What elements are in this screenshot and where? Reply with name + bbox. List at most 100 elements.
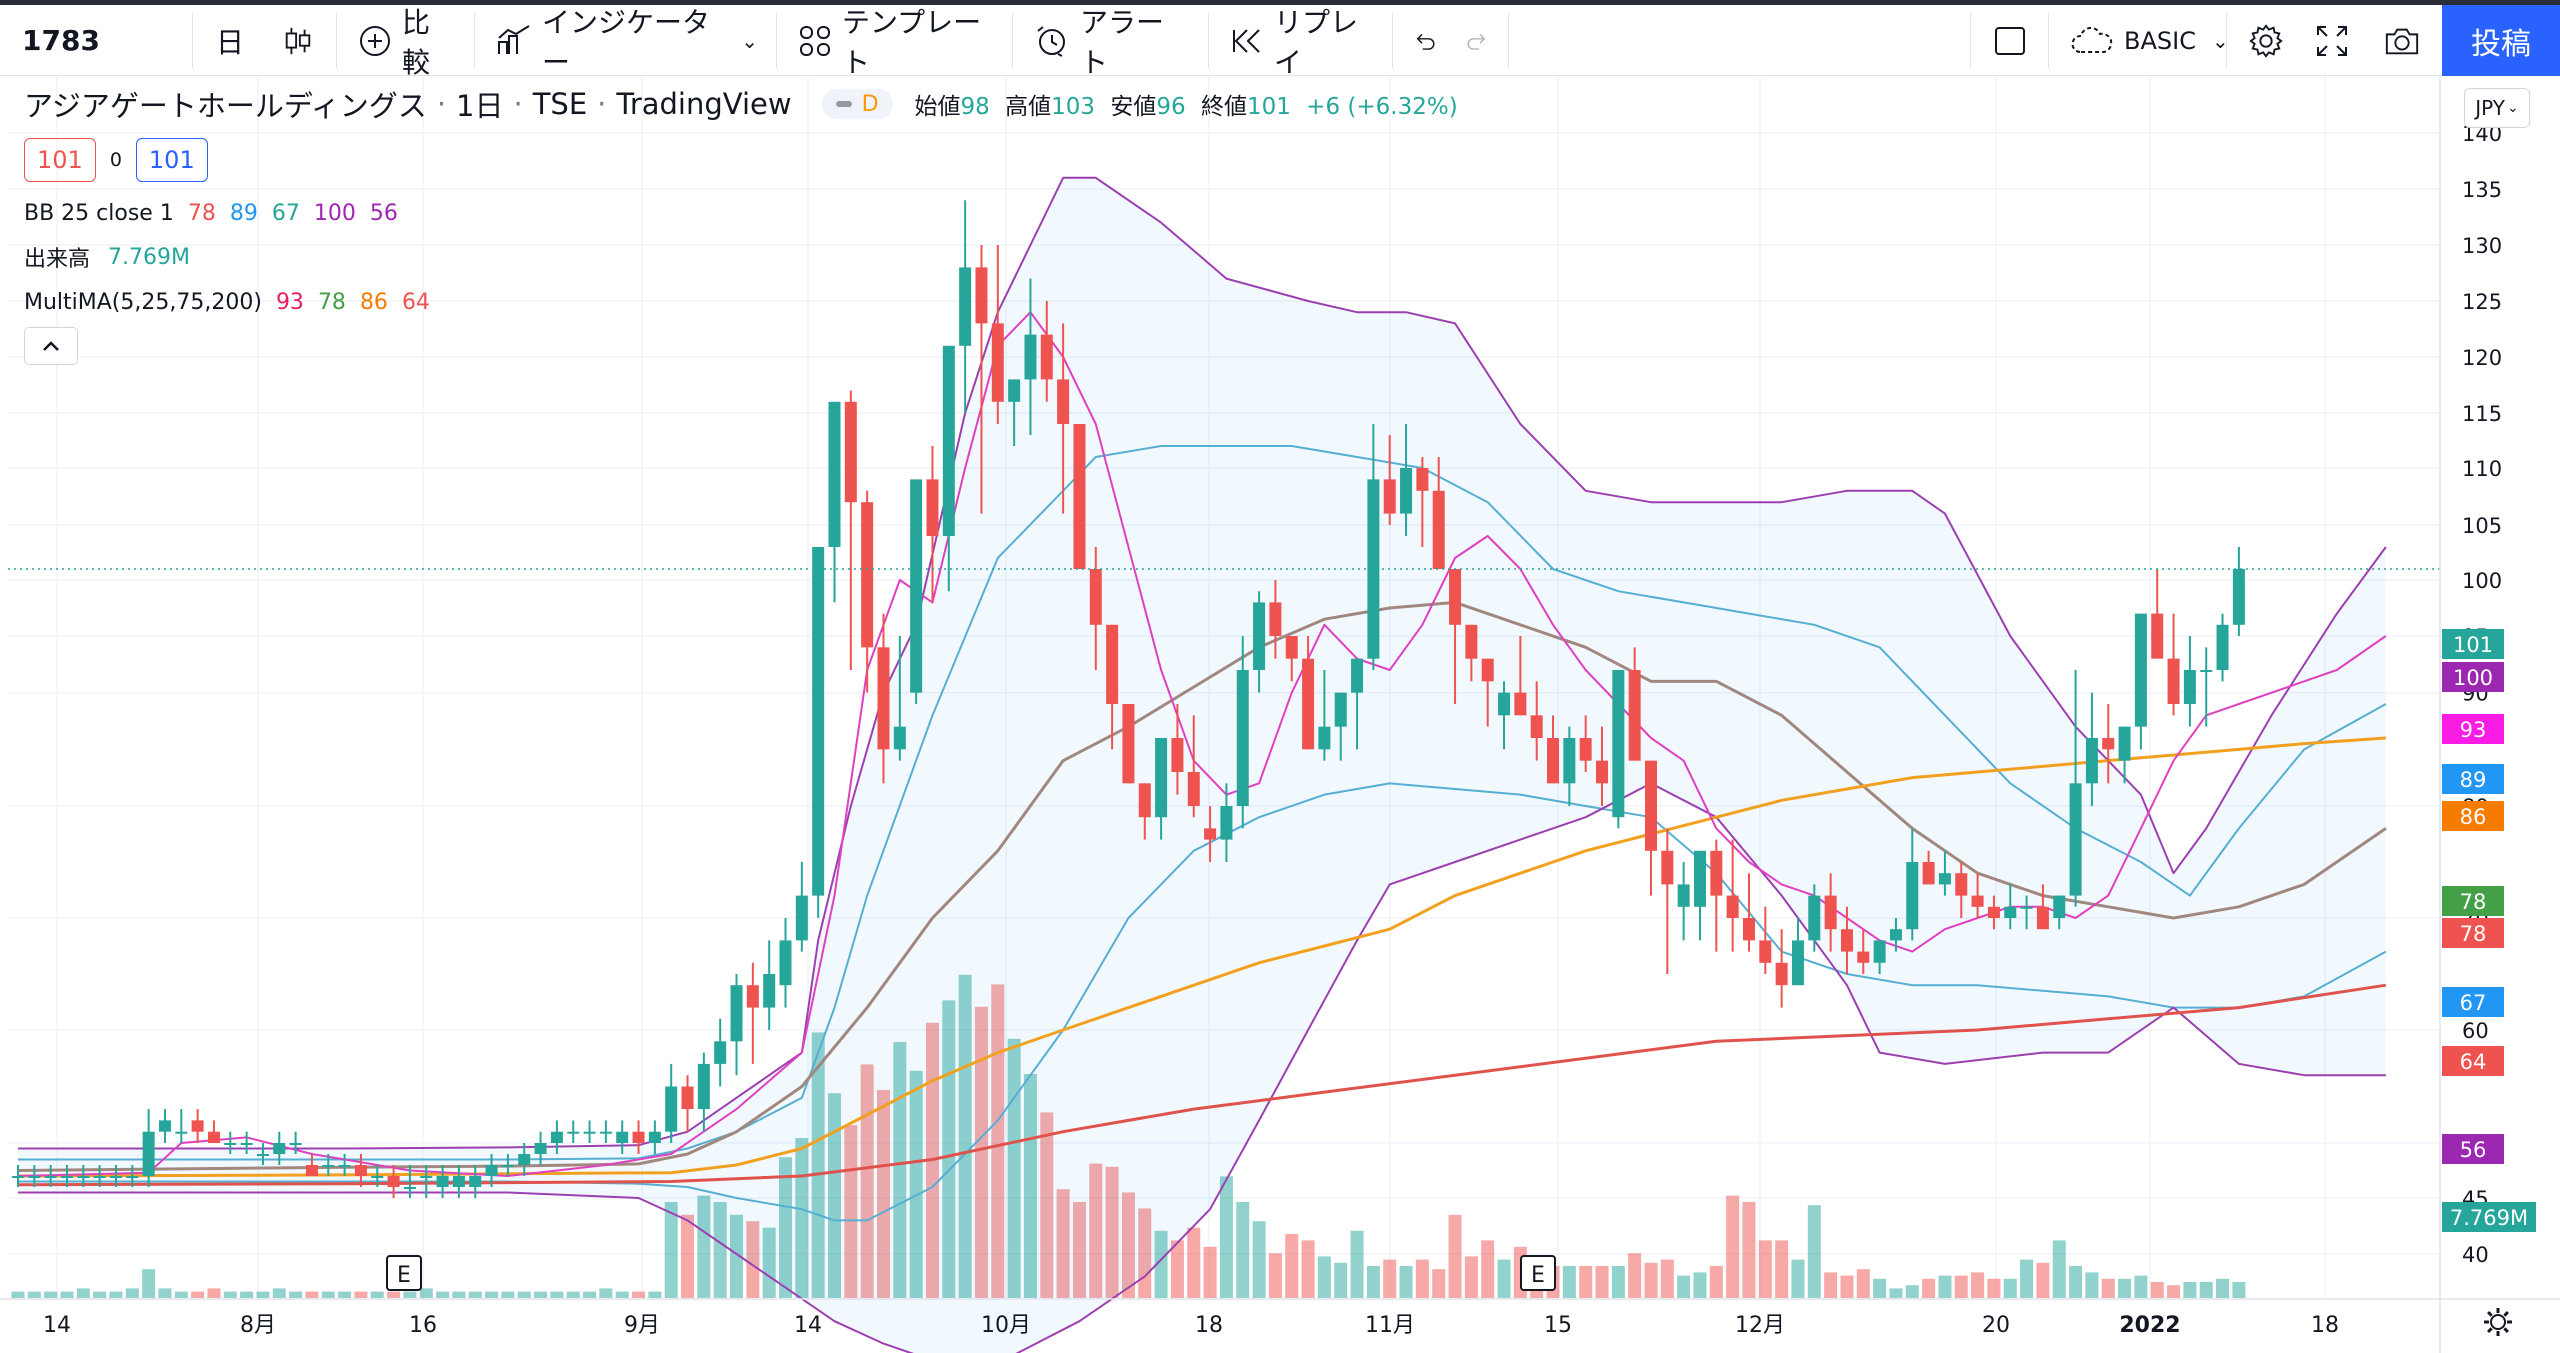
undo-icon [1416, 33, 1435, 50]
candle-body [1645, 760, 1657, 851]
bb-value: 56 [369, 200, 398, 226]
volume-bar [1334, 1262, 1348, 1298]
series-line-ma75 [17, 736, 2386, 1178]
replay-button[interactable]: リプレイ [1216, 5, 1386, 79]
candle [2085, 692, 2098, 806]
compare-button[interactable]: 比較 [344, 5, 468, 79]
volume-bar [485, 1291, 499, 1298]
price-axis-label: 86 [2442, 801, 2504, 831]
chart-type-button[interactable] [268, 5, 328, 76]
volume-bar [60, 1291, 74, 1298]
candle [1677, 862, 1690, 941]
chart-grid [8, 76, 2440, 1299]
candle-body [926, 479, 939, 536]
candle-body [403, 1187, 416, 1189]
volume-bar [452, 1291, 466, 1298]
time-tick-label: 18 [1195, 1313, 1223, 1338]
symbol-search[interactable]: 1783 [8, 5, 188, 76]
select-layout-button[interactable] [1978, 5, 2042, 76]
candle [1383, 435, 1396, 525]
candle-body [942, 345, 955, 536]
candle [1465, 624, 1478, 682]
volume-bar [1481, 1240, 1495, 1298]
volume-bar [2069, 1266, 2083, 1298]
dot-separator: · [513, 87, 523, 121]
candle [2020, 895, 2033, 930]
indicators-button[interactable]: インジケーター ⌄ [482, 5, 772, 79]
candle [812, 547, 825, 918]
candle [93, 1165, 106, 1187]
candle-body [1481, 658, 1494, 682]
candle-body [1677, 884, 1690, 907]
undo-button[interactable] [1400, 5, 1450, 76]
candle-body [224, 1143, 237, 1145]
candle [1759, 906, 1772, 974]
volume-bar [1415, 1259, 1429, 1298]
post-button[interactable]: 投稿 [2442, 5, 2560, 76]
volume-bar [468, 1291, 482, 1298]
volume-bar [1922, 1278, 1936, 1298]
change-value: +6 (+6.32%) [1306, 94, 1458, 120]
bb-value: 89 [229, 200, 258, 226]
candle-body [273, 1143, 286, 1154]
candle-body [2085, 738, 2098, 784]
volume-bar [2167, 1285, 2181, 1298]
time-tick-label: 12月 [1735, 1313, 1785, 1338]
volume-bar [779, 1157, 793, 1298]
candle [1987, 895, 2000, 930]
candle [844, 390, 857, 670]
candle-body [1449, 569, 1462, 625]
ma-value: 86 [359, 289, 388, 315]
fullscreen-button[interactable] [2300, 5, 2364, 76]
ma-label: MultiMA(5,25,75,200) [24, 289, 262, 315]
volume-bar [1971, 1272, 1985, 1298]
layout-button[interactable]: BASIC ⌄ [2056, 5, 2229, 76]
low-label: 安値 [1110, 94, 1157, 120]
volume-bar [1203, 1246, 1217, 1298]
candle [648, 1120, 661, 1154]
candle [1351, 658, 1364, 750]
candle [828, 401, 841, 603]
legend-collapse-button[interactable] [24, 327, 78, 365]
templates-label: テンプレート [842, 5, 982, 79]
volume-bar [517, 1291, 531, 1298]
candle [1710, 839, 1723, 952]
price-tick-label: 100 [2462, 569, 2502, 593]
time-tick-label: 14 [794, 1313, 822, 1338]
candle [861, 490, 874, 693]
symbol-name: アジアゲートホールディングス [24, 89, 427, 123]
currency-button[interactable]: JPY ⌄ [2464, 88, 2530, 128]
price-chart[interactable]: 4045506070809095100105110115120125130135… [0, 76, 2560, 1353]
bb-label: BB 25 close 1 [24, 200, 174, 226]
candle [534, 1131, 547, 1165]
time-tick-label: 14 [43, 1313, 71, 1338]
candle-body [387, 1176, 400, 1187]
toolbar-separator [336, 13, 337, 68]
alert-button[interactable]: アラート [1020, 5, 1200, 79]
settings-button[interactable] [2234, 5, 2298, 76]
time-tick-label: 9月 [624, 1313, 660, 1338]
candle-body [697, 1063, 710, 1110]
candles [12, 200, 2245, 1198]
legend-title-row: アジアゲートホールディングス · 1日 · TSE · TradingView … [24, 84, 1458, 124]
sell-button[interactable]: 101 [24, 138, 96, 182]
candle-body [2151, 613, 2164, 659]
candle [779, 918, 792, 1008]
candle-body [2216, 624, 2229, 670]
volume-bar [191, 1291, 205, 1298]
price-axis-label-bg [2442, 801, 2504, 831]
templates-button[interactable]: テンプレート [784, 5, 1004, 79]
candle [371, 1165, 384, 1187]
snapshot-button[interactable] [2370, 5, 2434, 76]
candle [338, 1154, 351, 1176]
candle [2036, 884, 2049, 930]
market-status-pill[interactable]: D [821, 89, 893, 119]
redo-button[interactable] [1452, 5, 1502, 76]
series-line-bb-upper [18, 176, 2387, 1150]
candle-body [1498, 692, 1511, 716]
interval-button[interactable]: 日 [200, 5, 260, 76]
buy-button[interactable]: 101 [135, 138, 208, 182]
candle [12, 1165, 24, 1187]
candle-body [648, 1131, 661, 1143]
